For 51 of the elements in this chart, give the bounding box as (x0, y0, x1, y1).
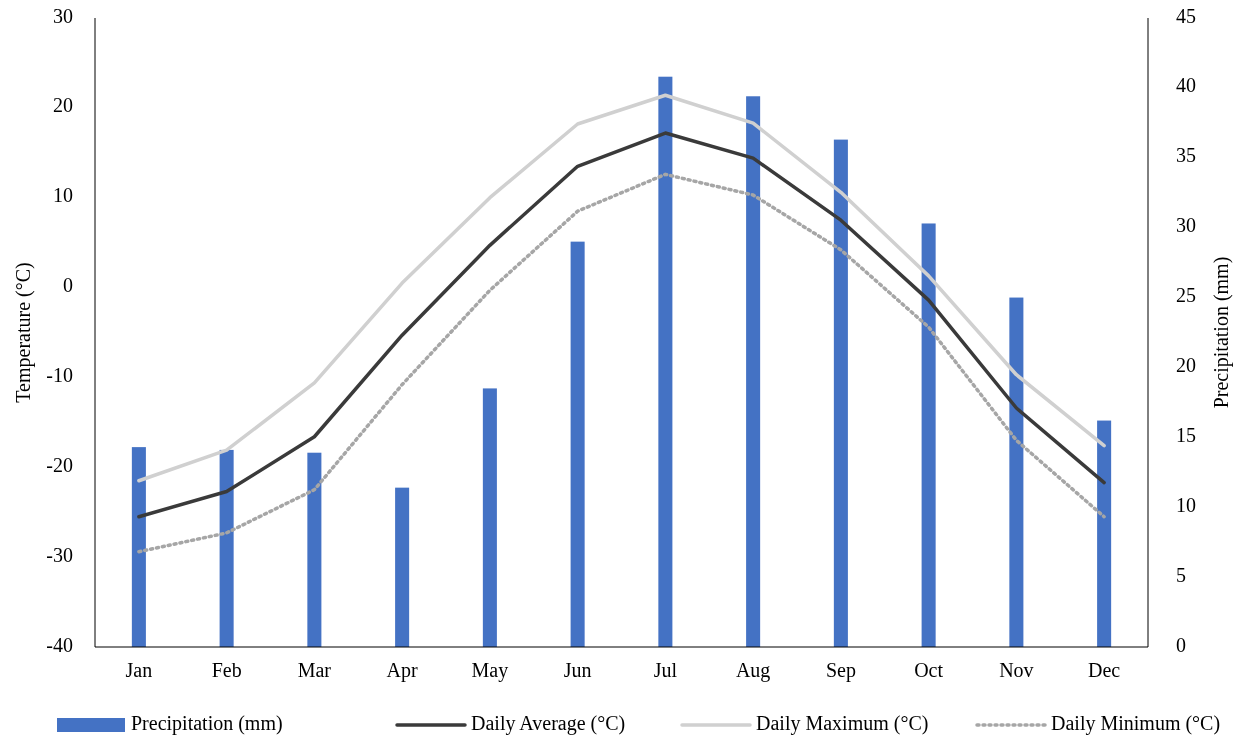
y2-tick-label: 20 (1176, 354, 1196, 377)
y-tick-label: -20 (46, 453, 73, 476)
bar (1097, 420, 1112, 647)
bar (307, 452, 322, 647)
y-tick-label: 30 (53, 4, 73, 27)
bar (482, 388, 497, 647)
legend-label: Daily Maximum (°C) (756, 711, 929, 735)
bar (395, 487, 410, 647)
y2-tick-label: 25 (1176, 284, 1196, 307)
x-tick-label: Oct (914, 659, 944, 681)
x-tick-label: Aug (735, 659, 771, 682)
x-tick-label: Dec (1088, 659, 1121, 681)
y-tick-label: -40 (46, 633, 73, 656)
bar (658, 76, 673, 647)
line-series (137, 93, 1106, 483)
x-tick-label: May (471, 659, 509, 682)
x-tick-label: Jan (125, 659, 153, 681)
y-tick-label: 10 (53, 184, 73, 207)
y-tick-label: 20 (53, 94, 73, 117)
y2-tick-label: 5 (1176, 563, 1186, 586)
y2-tick-label: 45 (1176, 4, 1196, 27)
bar (921, 223, 936, 647)
y-tick-label: 0 (63, 274, 73, 297)
bar (219, 449, 234, 647)
bar (570, 241, 585, 647)
x-tick-label: Nov (999, 659, 1034, 681)
y-tick-label: -10 (46, 364, 73, 387)
y2-tick-label: 10 (1176, 493, 1196, 516)
y2-tick-label: 0 (1176, 633, 1186, 656)
y2-tick-label: 30 (1176, 214, 1196, 237)
bar (1009, 297, 1024, 647)
x-tick-label: Sep (825, 659, 856, 682)
legend-label: Daily Average (°C) (471, 711, 626, 735)
bar (746, 96, 761, 647)
y2-axis-title: Precipitation (mm) (1210, 256, 1233, 409)
x-tick-label: Jun (563, 659, 592, 681)
x-tick-label: Mar (297, 659, 332, 681)
line-series (137, 131, 1106, 519)
x-tick-label: Apr (386, 659, 419, 682)
bar (131, 447, 146, 647)
bar (833, 139, 848, 647)
y-tick-label: -30 (46, 543, 73, 566)
y2-tick-label: 40 (1176, 74, 1196, 97)
legend-label: Daily Minimum (°C) (1051, 711, 1221, 735)
y2-tick-label: 15 (1176, 423, 1196, 446)
y2-tick-label: 35 (1176, 144, 1196, 167)
y-axis-title: Temperature (°C) (12, 262, 35, 403)
x-tick-label: Feb (211, 659, 242, 681)
legend-label: Precipitation (mm) (131, 711, 283, 735)
line-series (137, 172, 1106, 554)
x-tick-label: Jul (653, 659, 678, 681)
